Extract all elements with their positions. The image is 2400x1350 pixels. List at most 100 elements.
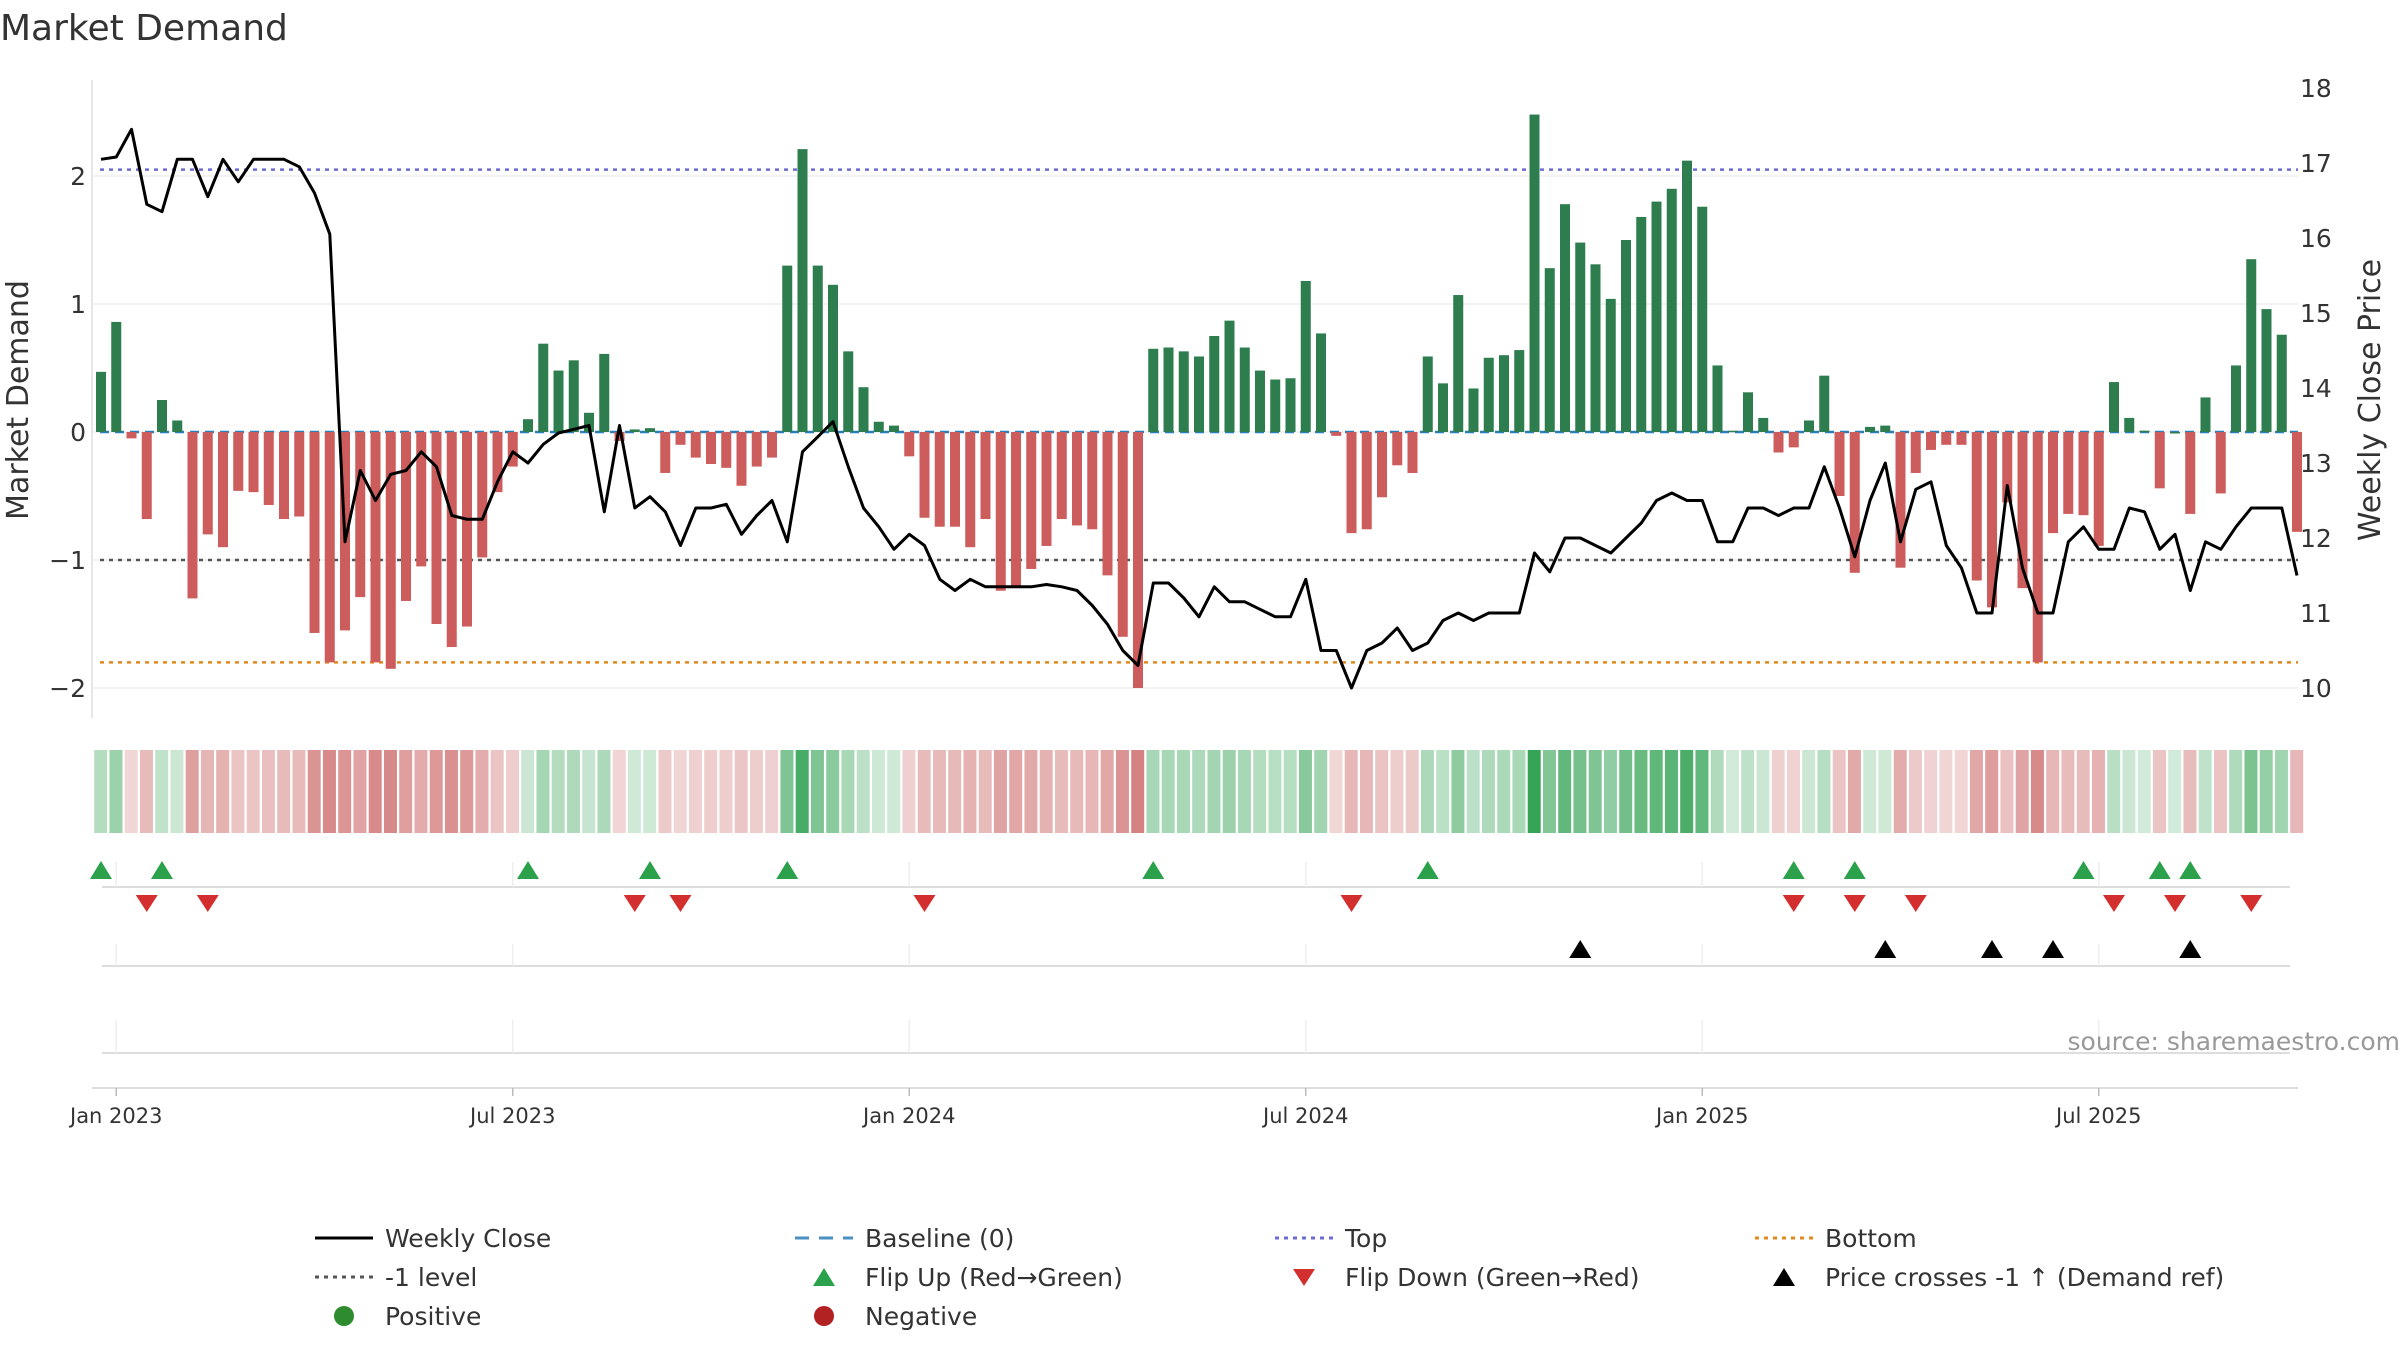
heat-strip-cell bbox=[1817, 750, 1831, 833]
price-cross-marker bbox=[1874, 940, 1897, 958]
weekly-close-line bbox=[100, 127, 2299, 690]
demand-bar bbox=[889, 425, 899, 432]
demand-bar bbox=[1056, 432, 1067, 520]
demand-bar bbox=[202, 432, 213, 535]
heat-strip-cell bbox=[155, 750, 169, 833]
legend-swatch-triangle-up bbox=[1773, 1268, 1795, 1286]
demand-bar bbox=[1849, 432, 1860, 573]
demand-bar bbox=[1209, 336, 1220, 432]
demand-bar bbox=[919, 432, 930, 518]
flip-down-marker bbox=[913, 895, 936, 912]
demand-bar bbox=[1285, 378, 1296, 432]
heat-strip-cell bbox=[1207, 750, 1221, 833]
heat-strip-cell bbox=[1359, 750, 1373, 833]
demand-bar bbox=[2032, 432, 2043, 663]
demand-bar bbox=[1148, 348, 1159, 432]
heat-strip-cell bbox=[1085, 750, 1099, 833]
heat-strip-cell bbox=[658, 750, 672, 833]
heat-strip-cell bbox=[1802, 750, 1816, 833]
heat-strip-cell bbox=[2229, 750, 2243, 833]
heat-strip-cell bbox=[1176, 750, 1190, 833]
demand-bar bbox=[1499, 355, 1509, 432]
heat-strip-cell bbox=[1771, 750, 1785, 833]
heat-strip-cell bbox=[643, 750, 657, 833]
flip-up-marker bbox=[639, 861, 661, 879]
demand-bar bbox=[1804, 420, 1814, 432]
demand-bar bbox=[446, 432, 457, 648]
heat-strip-cell bbox=[597, 750, 611, 833]
heat-strip-cell bbox=[795, 750, 809, 833]
heat-strip-cell bbox=[1497, 750, 1511, 833]
heat-strip-cell bbox=[2015, 750, 2029, 833]
demand-bar bbox=[2231, 365, 2241, 432]
heat-strip-cell bbox=[1329, 750, 1343, 833]
demand-bar bbox=[1880, 425, 1891, 432]
right-tick-label: 18 bbox=[2300, 74, 2332, 103]
price-cross-marker bbox=[1569, 940, 1592, 958]
demand-bar bbox=[1133, 432, 1143, 688]
legend-label: Bottom bbox=[1825, 1224, 1917, 1253]
legend-swatch-circle bbox=[814, 1306, 834, 1326]
heat-strip-cell bbox=[1314, 750, 1328, 833]
heat-strip-cell bbox=[582, 750, 596, 833]
x-tick-label: Jan 2023 bbox=[68, 1104, 163, 1128]
demand-bar bbox=[1178, 351, 1189, 432]
demand-bar bbox=[1422, 356, 1433, 432]
legend-swatch-triangle-up bbox=[813, 1268, 835, 1286]
heat-strip-cell bbox=[1680, 750, 1694, 833]
demand-bar bbox=[111, 321, 122, 432]
heat-strip-cell bbox=[1436, 750, 1450, 833]
heat-strip-cell bbox=[1466, 750, 1480, 833]
heat-strip-cell bbox=[993, 750, 1007, 833]
heat-strip-cell bbox=[1131, 750, 1145, 833]
heat-strip-cell bbox=[1405, 750, 1419, 833]
right-tick-label: 10 bbox=[2300, 674, 2332, 703]
left-axis-title: Market Demand bbox=[1, 280, 36, 520]
heat-strip-cell bbox=[292, 750, 306, 833]
demand-bar bbox=[2002, 432, 2013, 503]
heat-strip-cell bbox=[399, 750, 413, 833]
price-cross-marker bbox=[1981, 940, 2003, 958]
flip-up-marker bbox=[2072, 861, 2095, 879]
heat-strip-cell bbox=[826, 750, 840, 833]
right-tick-label: 11 bbox=[2300, 599, 2332, 628]
heat-strip-cell bbox=[1420, 750, 1434, 833]
price-cross-marker bbox=[2042, 940, 2064, 958]
heat-strip-cell bbox=[2091, 750, 2105, 833]
demand-bar bbox=[1316, 333, 1326, 432]
demand-bar bbox=[416, 432, 427, 567]
demand-bar bbox=[2185, 432, 2196, 514]
heat-strip-cell bbox=[124, 750, 138, 833]
demand-bar bbox=[492, 432, 503, 493]
heat-strip-cell bbox=[1939, 750, 1953, 833]
heat-strip-cell bbox=[444, 750, 458, 833]
heat-strip-cell bbox=[383, 750, 397, 833]
heat-strip-cell bbox=[1268, 750, 1282, 833]
demand-bar bbox=[645, 428, 655, 432]
demand-bar bbox=[660, 432, 671, 473]
heat-strip-cell bbox=[170, 750, 184, 833]
heat-strip-cell bbox=[2152, 750, 2166, 833]
heat-strip-cell bbox=[1954, 750, 1968, 833]
demand-bar bbox=[1987, 432, 1997, 608]
heat-strip-cell bbox=[490, 750, 504, 833]
heat-strip-cell bbox=[1039, 750, 1053, 833]
heat-strip-cell bbox=[353, 750, 367, 833]
demand-bar bbox=[584, 412, 594, 432]
legend-label: Negative bbox=[865, 1302, 977, 1331]
demand-bar bbox=[1910, 432, 1921, 473]
demand-bar bbox=[1331, 432, 1342, 436]
demand-bar bbox=[263, 432, 274, 505]
flip-up-marker bbox=[517, 861, 539, 879]
heat-strip-cell bbox=[94, 750, 108, 833]
source-label: source: sharemaestro.com bbox=[2068, 1027, 2400, 1056]
heat-strip-cell bbox=[2000, 750, 2014, 833]
heat-strip-cell bbox=[978, 750, 992, 833]
demand-bar bbox=[1300, 280, 1311, 432]
demand-bar bbox=[1041, 432, 1052, 546]
heat-strip-cell bbox=[1390, 750, 1404, 833]
demand-bar bbox=[1483, 357, 1494, 432]
demand-bar bbox=[1682, 160, 1692, 432]
heat-strip-cell bbox=[627, 750, 641, 833]
heat-strip-cell bbox=[704, 750, 718, 833]
